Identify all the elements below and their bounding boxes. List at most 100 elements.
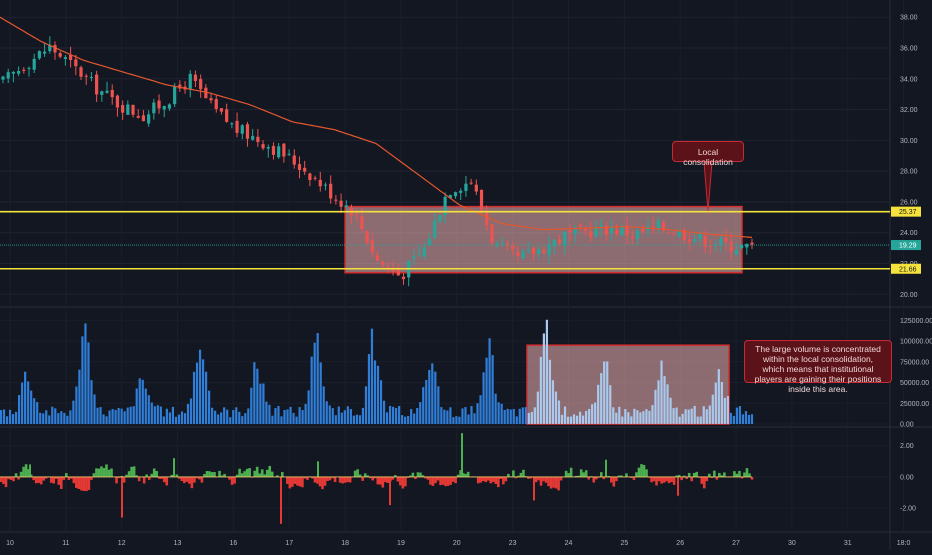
price-tick-label: 36.00	[900, 46, 918, 53]
candle-body	[334, 199, 338, 201]
volume-bar	[253, 362, 256, 424]
volume-bar	[105, 416, 108, 424]
candle-body	[178, 84, 182, 89]
volume-bar	[120, 408, 123, 424]
volume-bar	[334, 415, 337, 424]
volume-bar	[310, 356, 313, 424]
volume-bar	[467, 414, 470, 424]
volume-bar	[557, 400, 561, 424]
volume-bar	[147, 395, 150, 424]
candle-body	[173, 86, 177, 105]
volume-bar	[376, 365, 380, 424]
volume-bar	[307, 390, 310, 424]
candle-body	[303, 167, 307, 172]
volume-bar	[250, 387, 253, 424]
volume-bar	[681, 413, 684, 424]
volume-bar	[591, 404, 594, 424]
volume-bar	[494, 393, 497, 424]
time-tick-label: 18	[341, 540, 349, 547]
volume-bar	[455, 416, 458, 424]
volume-bar	[42, 413, 45, 424]
volume-bar	[624, 408, 627, 424]
volume-bar	[340, 412, 343, 424]
volume-bar	[711, 394, 714, 424]
price-tick-label: 32.00	[900, 107, 918, 114]
candle-body	[193, 74, 198, 81]
volume-bar	[548, 359, 552, 424]
volume-annotation[interactable]: The large volume is concentrated within …	[744, 340, 892, 394]
volume-bar	[174, 416, 178, 424]
volume-bar	[542, 333, 545, 424]
volume-bar	[654, 389, 657, 424]
candle-body	[370, 240, 374, 253]
volume-bar	[732, 415, 736, 424]
volume-bar	[48, 415, 51, 424]
volume-bar	[186, 403, 190, 424]
volume-bar	[684, 409, 687, 424]
volume-bar	[503, 409, 506, 424]
volume-bar	[648, 410, 651, 424]
candle-body	[698, 233, 702, 240]
candle-body	[245, 124, 250, 139]
time-tick-label: 13	[174, 540, 182, 547]
volume-bar	[289, 406, 292, 424]
volume-bar	[509, 409, 512, 424]
candle-body	[37, 51, 42, 59]
volume-bar	[431, 363, 434, 424]
candle-body	[583, 228, 588, 231]
volume-bar	[563, 406, 567, 424]
volume-bar	[497, 402, 500, 424]
volume-bar	[615, 412, 618, 424]
volume-bar	[352, 415, 355, 424]
volume-bar	[518, 408, 521, 424]
volume-bar	[33, 398, 36, 424]
volume-bar	[572, 414, 576, 424]
volume-tick-label: 0.00	[900, 422, 914, 429]
axes: 38.00 36.00 34.00 32.00 30.00 28.00 26.00 24.00…	[6, 15, 932, 547]
candle-body	[271, 146, 276, 155]
volume-bar	[627, 412, 630, 424]
candle-body	[147, 114, 151, 124]
volume-bar	[533, 407, 536, 424]
volume-bar	[349, 408, 352, 424]
candle-body	[719, 238, 723, 245]
time-tick-label: 17	[285, 540, 293, 547]
candle-body	[505, 243, 510, 247]
volume-bar	[609, 385, 612, 424]
volume-bar	[600, 373, 603, 424]
volume-bar	[663, 376, 666, 424]
volume-bar	[461, 408, 464, 424]
volume-bar	[229, 417, 232, 424]
volume-bar	[280, 416, 283, 424]
volume-bar	[446, 410, 449, 424]
volume-bar	[575, 415, 579, 424]
volume-bar	[545, 319, 549, 424]
volume-bar	[177, 414, 181, 424]
volume-bar	[171, 406, 175, 424]
candle-body	[74, 59, 78, 67]
candle-body	[599, 224, 603, 228]
volume-bar	[331, 408, 334, 424]
volume-bar	[603, 361, 606, 424]
candle-body	[115, 95, 120, 108]
volume-bar	[189, 398, 193, 424]
consolidation-annotation[interactable]: Local consolidation	[672, 141, 744, 167]
support-resistance-levels[interactable]	[0, 210, 890, 270]
volume-bar	[594, 402, 597, 424]
time-tick-label: 23	[509, 540, 517, 547]
candle-body	[386, 266, 390, 268]
candle-body	[141, 115, 146, 122]
volume-bar	[407, 415, 410, 424]
volume-bar	[21, 382, 24, 424]
volume-bar	[705, 409, 708, 424]
volume-bar	[93, 394, 96, 424]
candle-body	[750, 242, 754, 245]
volume-bar	[633, 408, 636, 424]
volume-bar	[195, 362, 199, 424]
candle-body	[27, 68, 31, 70]
volume-bar	[295, 416, 298, 424]
volume-bar	[346, 406, 349, 424]
candle-body	[615, 229, 619, 234]
